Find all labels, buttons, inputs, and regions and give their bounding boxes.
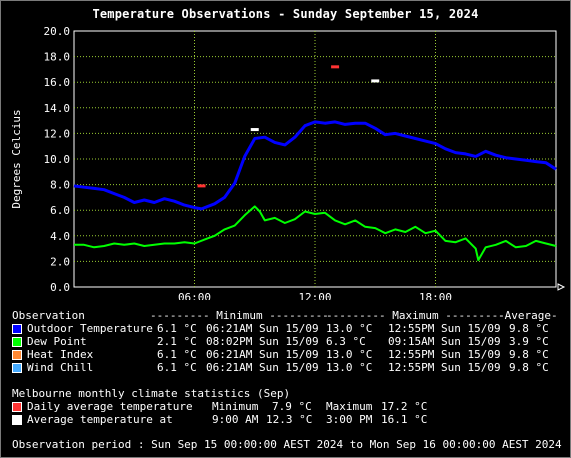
daily-min-value: 7.9 °C: [272, 400, 312, 413]
legend-swatch-wind-chill: [12, 363, 22, 373]
legend-header-minimum: --------- Minimum ---------: [150, 309, 329, 322]
daily-average-label: Daily average temperature: [27, 400, 193, 413]
legend-max-time-wind-chill: 12:55PM Sun 15/09: [388, 361, 501, 374]
y-tick-label: 12.0: [44, 127, 71, 140]
legend-min-time-heat-index: 06:21AM Sun 15/09: [206, 348, 319, 361]
climate-marker: [197, 184, 206, 188]
grid-lines: [74, 31, 556, 287]
legend-swatch-outdoor-temperature: [12, 324, 22, 334]
legend-header-observation: Observation: [12, 309, 85, 322]
legend-label-wind-chill: Wind Chill: [27, 361, 94, 374]
climate-markers: [197, 65, 380, 188]
legend-min-dew-point: 2.1 °C: [157, 335, 197, 348]
y-tick-label: 0.0: [50, 281, 70, 294]
legend-avg-heat-index: 9.8 °C: [509, 348, 549, 361]
daily-average-swatch: [12, 402, 22, 412]
y-tick-label: 6.0: [50, 204, 70, 217]
y-tick-label: 14.0: [44, 102, 71, 115]
average-time-1: 9:00 AM: [212, 413, 259, 426]
legend-max-wind-chill: 13.0 °C: [326, 361, 373, 374]
legend-min-wind-chill: 6.1 °C: [157, 361, 197, 374]
climate-marker: [331, 65, 340, 69]
chart-title: Temperature Observations - Sunday Septem…: [92, 7, 479, 21]
y-tick-label: 2.0: [50, 255, 70, 268]
y-tick-label: 18.0: [44, 51, 71, 64]
temperature-chart: 0.02.04.06.08.010.012.014.016.018.020.0 …: [10, 25, 566, 300]
average-time-2: 3:00 PM: [326, 413, 373, 426]
legend-header-average: -Average-: [498, 309, 558, 322]
legend-label-outdoor-temperature: Outdoor Temperature: [27, 322, 153, 335]
legend-min-time-outdoor-temperature: 06:21AM Sun 15/09: [206, 322, 319, 335]
legend-max-time-dew-point: 09:15AM Sun 15/09: [388, 335, 501, 348]
legend-avg-wind-chill: 9.8 °C: [509, 361, 549, 374]
y-tick-label: 10.0: [44, 153, 71, 166]
legend-max-outdoor-temperature: 13.0 °C: [326, 322, 373, 335]
legend-max-dew-point: 6.3 °C: [326, 335, 366, 348]
outdoor-temperature-line: [73, 120, 557, 211]
legend-label-heat-index: Heat Index: [27, 348, 94, 361]
average-temp-label: Average temperature at: [27, 413, 173, 426]
y-tick-label: 16.0: [44, 76, 71, 89]
x-tick-label: 18:00: [419, 291, 452, 300]
x-tick-label: 06:00: [178, 291, 211, 300]
average-temp-swatch: [12, 415, 22, 425]
legend-min-heat-index: 6.1 °C: [157, 348, 197, 361]
legend-label-dew-point: Dew Point: [27, 335, 87, 348]
daily-min-label: Minimum: [212, 400, 259, 413]
series-lines: [73, 120, 557, 262]
climate-heading: Melbourne monthly climate statistics (Se…: [12, 387, 291, 400]
legend-min-time-dew-point: 08:02PM Sun 15/09: [206, 335, 319, 348]
legend-min-outdoor-temperature: 6.1 °C: [157, 322, 197, 335]
y-tick-label: 20.0: [44, 25, 71, 38]
y-tick-label: 4.0: [50, 230, 70, 243]
x-axis-ticks: 06:00 12:00 18:00: [178, 291, 452, 300]
average-value-1: 12.3 °C: [266, 413, 313, 426]
y-axis-ticks: 0.0 2.0 4.0 6.0 8.0 10.0 12.0 14.0 16.0 18.0 20.0: [44, 25, 71, 294]
daily-max-value: 17.2 °C: [381, 400, 428, 413]
climate-marker: [371, 79, 380, 83]
legend-max-time-heat-index: 12:55PM Sun 15/09: [388, 348, 501, 361]
average-value-2: 16.1 °C: [381, 413, 428, 426]
y-tick-label: 8.0: [50, 179, 70, 192]
legend-max-time-outdoor-temperature: 12:55PM Sun 15/09: [388, 322, 501, 335]
dew-point-line: [74, 205, 557, 262]
legend-swatch-dew-point: [12, 337, 22, 347]
y-axis-label: Degrees Celcius: [10, 109, 23, 208]
daily-max-label: Maximum: [326, 400, 373, 413]
legend-header-maximum: --------- Maximum ---------: [326, 309, 505, 322]
climate-marker: [250, 128, 259, 132]
legend-swatch-heat-index: [12, 350, 22, 360]
x-axis-arrow-icon: [557, 283, 566, 291]
x-tick-label: 12:00: [298, 291, 331, 300]
legend-avg-outdoor-temperature: 9.8 °C: [509, 322, 549, 335]
legend-min-time-wind-chill: 06:21AM Sun 15/09: [206, 361, 319, 374]
legend-max-heat-index: 13.0 °C: [326, 348, 373, 361]
observation-period: Observation period : Sun Sep 15 00:00:00…: [12, 438, 562, 451]
legend-avg-dew-point: 3.9 °C: [509, 335, 549, 348]
